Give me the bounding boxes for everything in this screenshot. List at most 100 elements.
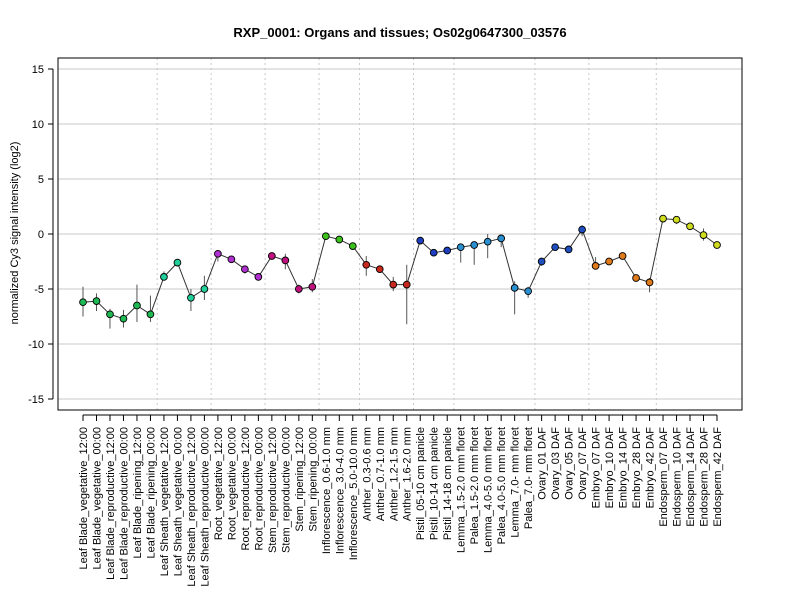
- x-tick-label: Palea_4.0-5.0 mm floret: [496, 427, 508, 544]
- x-tick-label: Inflorescence_3.0-4.0 mm: [334, 427, 346, 554]
- x-tick-label: Endosperm_42 DAF: [712, 427, 724, 527]
- data-point: [79, 298, 87, 307]
- data-point: [645, 278, 654, 287]
- data-point: [672, 215, 681, 224]
- x-tick-label: Leaf Blade_reproductive_12:00: [105, 427, 117, 580]
- x-tick-label: Ovary_05 DAF: [564, 427, 576, 500]
- x-tick-label: Root_reproductive_00:00: [253, 427, 265, 551]
- x-tick-label: Embryo_28 DAF: [631, 427, 643, 509]
- x-tick-label: Endosperm_10 DAF: [672, 427, 684, 527]
- data-point: [321, 232, 330, 241]
- data-point: [348, 242, 357, 250]
- x-tick-label: Inflorescence_5.0-10.0 mm: [348, 427, 360, 560]
- x-tick-label: Lemma_1.5-2.0 mm floret: [456, 427, 468, 553]
- data-point: [402, 280, 411, 289]
- x-tick-label: Anther_0.3-0.6 mm: [361, 427, 373, 521]
- data-point: [335, 235, 344, 244]
- x-tick-label: Root_reproductive_12:00: [240, 427, 252, 551]
- x-tick-label: Leaf Blade_vegetative_00:00: [91, 427, 103, 570]
- x-tick-label: Lemma_4.0-5.0 mm floret: [483, 427, 495, 553]
- y-tick-label: 15: [32, 64, 44, 76]
- data-point: [618, 252, 627, 260]
- data-point: [308, 282, 317, 291]
- x-tick-label: Pistil_05-10 cm panicle: [415, 427, 427, 540]
- data-point: [268, 252, 276, 260]
- x-tick-label: Embryo_10 DAF: [604, 427, 616, 509]
- data-point: [510, 284, 519, 292]
- x-tick-label: Root_vegetative_12:00: [213, 427, 225, 540]
- x-tick-label: Endosperm_14 DAF: [685, 427, 697, 527]
- data-point: [160, 273, 168, 281]
- x-tick-label: Ovary_01 DAF: [537, 427, 549, 500]
- data-point: [416, 236, 425, 245]
- data-point: [241, 265, 249, 274]
- y-tick-label: -5: [34, 284, 44, 296]
- x-tick-label: Pistil_14-18 cm panicle: [442, 427, 454, 540]
- x-tick-label: Leaf Blade_ripening_12:00: [132, 427, 144, 559]
- x-tick-label: Stem_reproductive_12:00: [267, 427, 279, 553]
- x-tick-label: Lemma_7.0- mm floret: [510, 427, 522, 538]
- x-tick-label: Pistil_10-14 cm panicle: [429, 427, 441, 540]
- x-tick-label: Endosperm_07 DAF: [658, 427, 670, 527]
- x-tick-label: Endosperm_28 DAF: [699, 427, 711, 527]
- x-tick-label: Palea_1.5-2.0 mm floret: [469, 427, 481, 544]
- x-tick-label: Embryo_14 DAF: [618, 427, 630, 509]
- y-tick-label: 10: [32, 119, 44, 131]
- data-point: [564, 245, 573, 254]
- data-point: [294, 285, 303, 293]
- x-tick-label: Leaf Blade_reproductive_00:00: [118, 427, 130, 580]
- x-tick-label: Stem_reproductive_00:00: [280, 427, 292, 553]
- data-point: [254, 273, 263, 281]
- data-point: [456, 243, 465, 252]
- data-point: [106, 310, 114, 319]
- data-point: [443, 246, 452, 255]
- data-point: [200, 285, 209, 293]
- x-tick-label: Inflorescence_0.6-1.0 mm: [321, 427, 333, 554]
- data-point: [578, 225, 586, 234]
- data-point: [699, 231, 708, 239]
- data-point: [713, 241, 721, 249]
- x-tick-label: Root_vegetative_00:00: [226, 427, 238, 540]
- group-separators: [156, 58, 657, 410]
- x-tick-label: Anther_1.2-1.5 mm: [388, 427, 400, 521]
- data-point: [187, 293, 195, 302]
- data-point: [119, 314, 128, 323]
- y-axis: -15 -10 -5 0 5 10 15: [28, 64, 54, 406]
- x-tick-label: Leaf Sheath_reproductive_12:00: [186, 427, 198, 587]
- data-point: [686, 222, 694, 231]
- y-tick-label: 0: [38, 229, 44, 241]
- data-point: [470, 241, 479, 249]
- data-point: [389, 280, 398, 289]
- data-point: [497, 234, 506, 243]
- data-point: [173, 258, 182, 267]
- data-points: [79, 214, 721, 323]
- data-point: [214, 249, 222, 258]
- data-point: [92, 297, 101, 305]
- error-bars: [82, 216, 718, 329]
- data-point: [227, 255, 236, 264]
- data-point: [483, 237, 492, 246]
- x-axis: Leaf Blade_vegetative_12:00 Leaf Blade_ve…: [78, 414, 724, 587]
- data-point: [605, 257, 613, 266]
- x-tick-label: Ovary_07 DAF: [577, 427, 589, 500]
- x-tick-label: Embryo_42 DAF: [645, 427, 657, 509]
- data-point: [146, 310, 155, 319]
- y-axis-label: normalized Cy3 signal intensity (log2): [9, 142, 21, 325]
- y-tick-label: -10: [28, 339, 44, 351]
- y-tick-label: -15: [28, 394, 44, 406]
- data-point: [362, 260, 371, 269]
- data-point: [524, 287, 532, 296]
- chart-title: RXP_0001: Organs and tissues; Os02g06473…: [233, 25, 566, 40]
- x-tick-label: Leaf Sheath_vegetative_12:00: [159, 427, 171, 576]
- data-point: [591, 262, 600, 270]
- y-tick-label: 5: [38, 174, 44, 186]
- x-tick-label: Stem_ripening_00:00: [307, 427, 319, 532]
- x-tick-label: Embryo_07 DAF: [591, 427, 603, 509]
- x-tick-label: Palea_7.0- mm floret: [523, 427, 535, 529]
- x-tick-label: Leaf Sheath_vegetative_00:00: [172, 427, 184, 576]
- x-tick-label: Stem_ripening_12:00: [294, 427, 306, 532]
- plot-frame: [57, 57, 743, 411]
- grid: [58, 68, 742, 400]
- x-tick-label: Ovary_03 DAF: [550, 427, 562, 500]
